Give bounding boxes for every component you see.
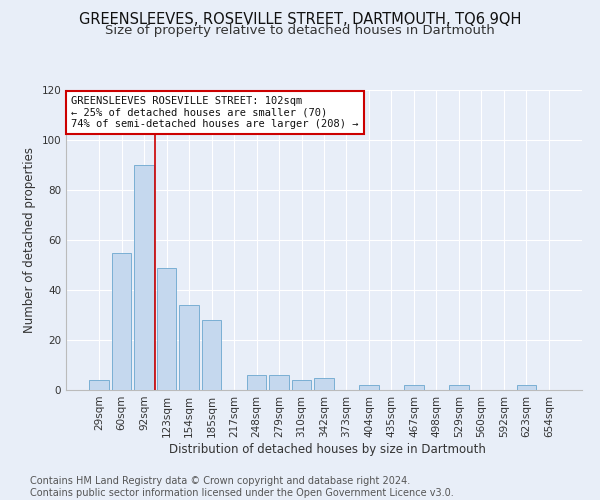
Bar (112, 252, 131, 390)
Bar (202, 320, 221, 390)
Y-axis label: Number of detached properties: Number of detached properties (23, 147, 36, 333)
Bar (359, 385, 379, 390)
Bar (247, 375, 266, 390)
Bar (314, 378, 334, 390)
Bar (269, 375, 289, 390)
Text: GREENSLEEVES, ROSEVILLE STREET, DARTMOUTH, TQ6 9QH: GREENSLEEVES, ROSEVILLE STREET, DARTMOUT… (79, 12, 521, 28)
Text: Contains HM Land Registry data © Crown copyright and database right 2024.
Contai: Contains HM Land Registry data © Crown c… (30, 476, 454, 498)
Bar (157, 268, 176, 390)
Bar (404, 385, 424, 390)
Text: Size of property relative to detached houses in Dartmouth: Size of property relative to detached ho… (105, 24, 495, 37)
Bar (292, 380, 311, 390)
Bar (134, 165, 154, 390)
Bar (179, 305, 199, 390)
Text: GREENSLEEVES ROSEVILLE STREET: 102sqm
← 25% of detached houses are smaller (70)
: GREENSLEEVES ROSEVILLE STREET: 102sqm ← … (71, 96, 359, 129)
Bar (517, 385, 536, 390)
Bar (449, 385, 469, 390)
Text: Distribution of detached houses by size in Dartmouth: Distribution of detached houses by size … (169, 442, 485, 456)
Bar (89, 380, 109, 390)
